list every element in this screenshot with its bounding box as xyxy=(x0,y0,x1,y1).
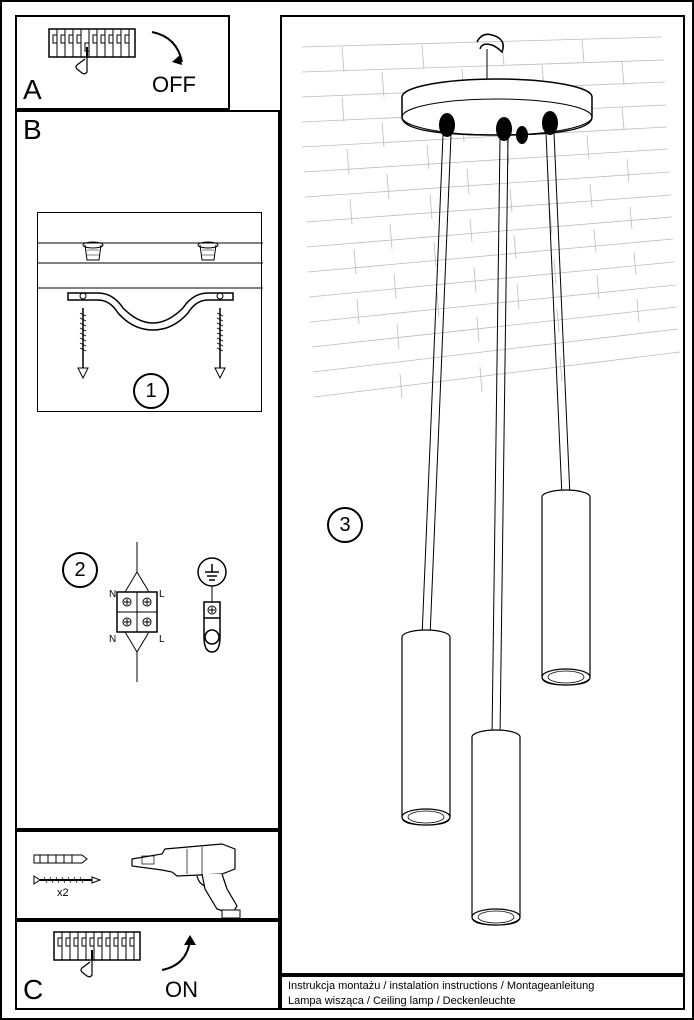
instruction-page: A xyxy=(0,0,694,1020)
step1-number: 1 xyxy=(133,373,169,409)
panel-c-letter: C xyxy=(23,974,43,1006)
pendant-lamp-diagram xyxy=(282,17,687,977)
arrow-on-icon xyxy=(152,930,202,980)
screw-icon xyxy=(32,874,102,886)
drill-icon xyxy=(127,834,267,919)
step3-number: 3 xyxy=(327,507,363,543)
arrow-off-icon xyxy=(142,27,192,77)
label-l-bot: L xyxy=(159,634,165,645)
tools-panel: x2 xyxy=(15,830,280,920)
panel-b-letter: B xyxy=(23,114,42,146)
wiring-diagram xyxy=(77,542,257,722)
label-n-top: N xyxy=(109,589,116,600)
panel-a: A xyxy=(15,15,230,110)
footer-panel: Instrukcja montażu / instalation instruc… xyxy=(280,975,685,1010)
footer-line2: Lampa wisząca / Ceiling lamp / Deckenleu… xyxy=(288,994,515,1009)
off-label: OFF xyxy=(152,72,196,98)
panel-c: C xyxy=(15,920,280,1010)
label-n-bot: N xyxy=(109,634,116,645)
panel-step3: 3 xyxy=(280,15,685,975)
footer-line1: Instrukcja montażu / instalation instruc… xyxy=(288,979,594,994)
wall-plug-icon xyxy=(32,850,92,868)
step1-box: 1 xyxy=(37,212,262,412)
label-l-top: L xyxy=(159,589,165,600)
panel-b: B xyxy=(15,110,280,830)
on-label: ON xyxy=(165,977,198,1003)
fusebox-icon-a xyxy=(47,27,137,77)
panel-a-letter: A xyxy=(23,74,42,106)
fusebox-icon-c xyxy=(52,930,142,980)
qty-label: x2 xyxy=(57,887,69,899)
